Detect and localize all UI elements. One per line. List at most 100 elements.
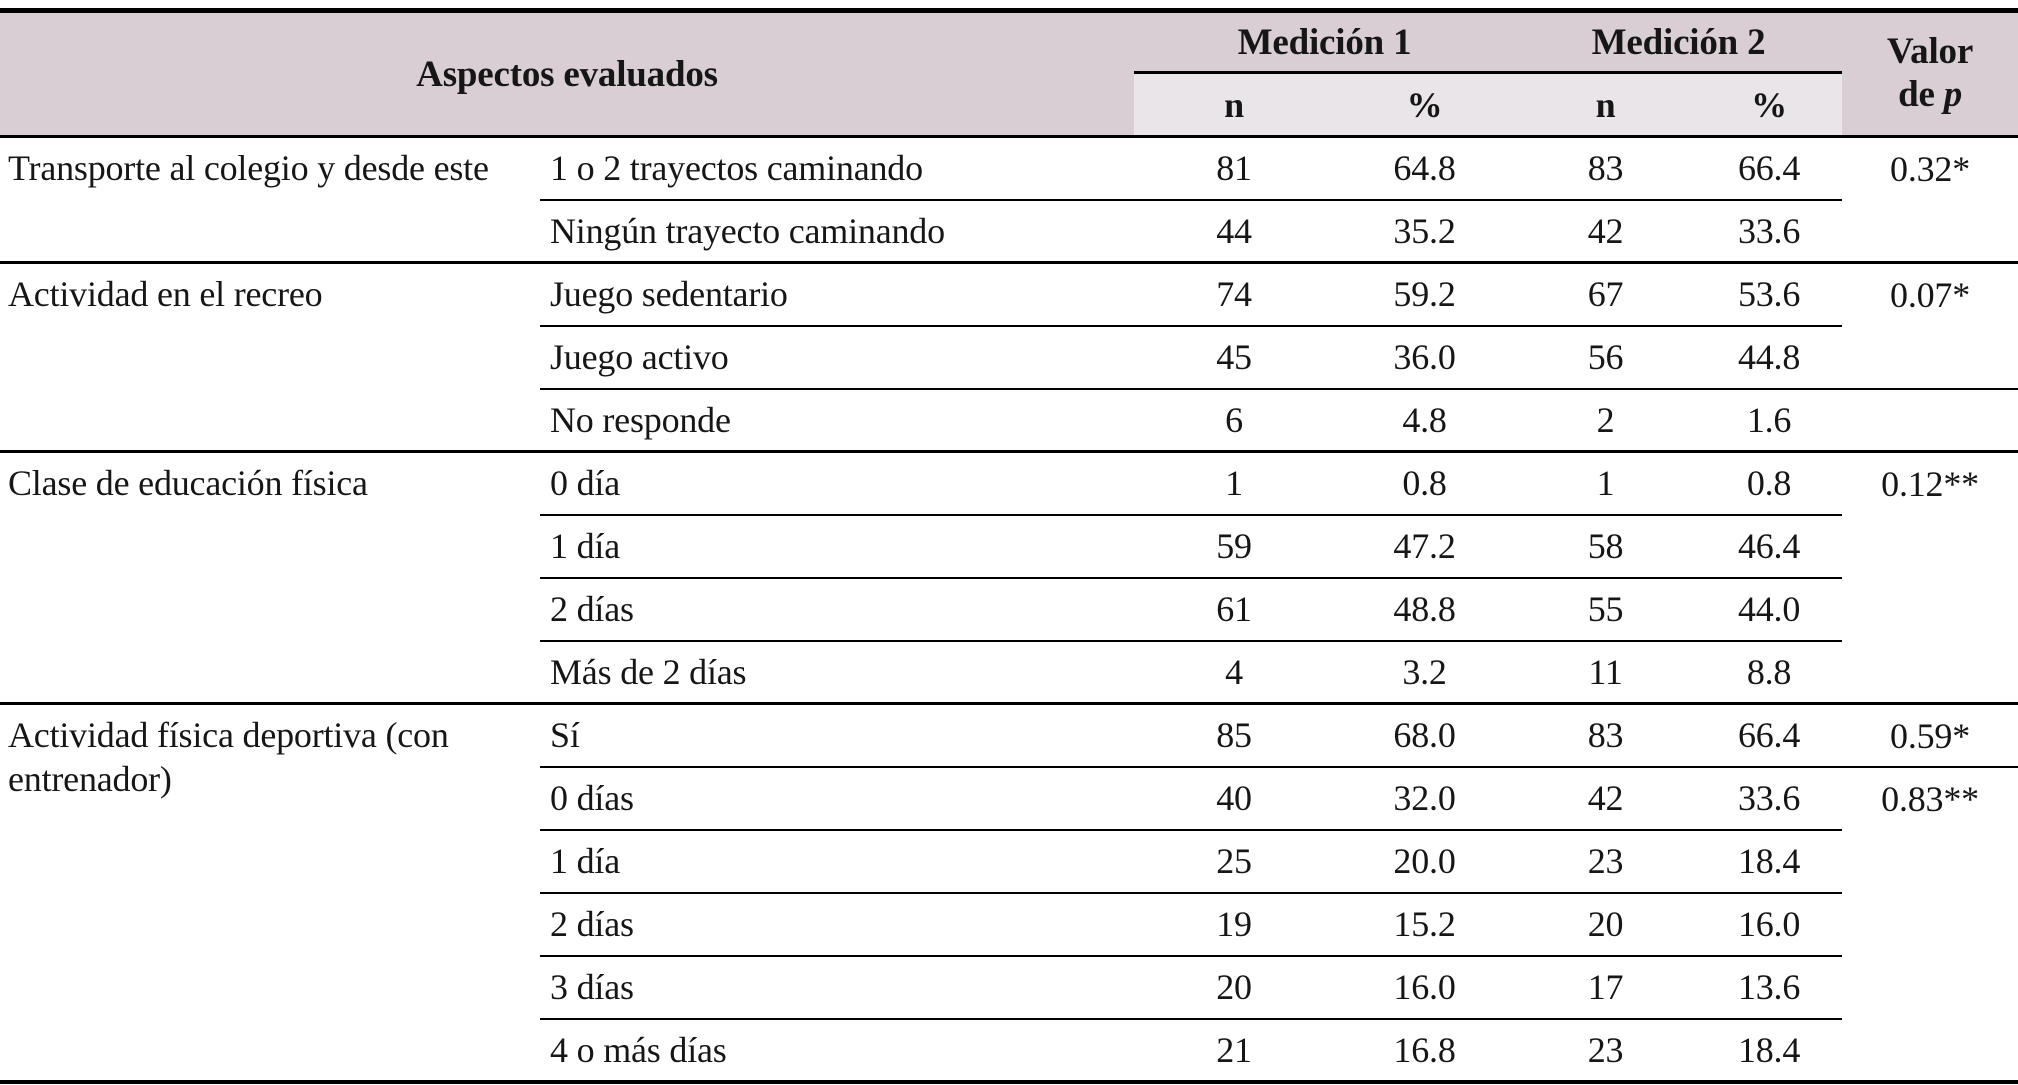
n-medicion1-cell: 61 — [1134, 577, 1335, 642]
pct-medicion2-cell: 16.0 — [1696, 892, 1843, 957]
results-table: Aspectos evaluados Medición 1 Medición 2… — [0, 8, 2018, 1084]
subheader-n-medicion1: n — [1134, 72, 1335, 138]
pct-medicion2-cell: 66.4 — [1696, 703, 1843, 768]
table-row: 1 día 59 47.2 58 46.4 — [0, 514, 2018, 579]
category-cell: Juego sedentario — [540, 262, 1135, 327]
column-header-medicion-1: Medición 1 — [1134, 10, 1516, 74]
n-medicion2-cell: 67 — [1515, 262, 1697, 327]
category-cell: Ningún trayecto caminando — [540, 199, 1135, 264]
n-medicion1-cell: 74 — [1134, 262, 1335, 327]
pct-medicion1-cell: 4.8 — [1334, 388, 1516, 453]
pct-medicion1-cell: 68.0 — [1334, 703, 1516, 768]
aspect-cell: Transporte al colegio y desde este — [0, 136, 540, 264]
category-cell: 1 día — [540, 829, 1135, 894]
table-row: 1 día 25 20.0 23 18.4 — [0, 829, 2018, 894]
n-medicion1-cell: 45 — [1134, 325, 1335, 390]
aspect-cell: Actividad física deportiva (con entrenad… — [0, 703, 540, 1084]
category-cell: Sí — [540, 703, 1135, 768]
pct-medicion2-cell: 8.8 — [1696, 640, 1843, 705]
table-header: Aspectos evaluados Medición 1 Medición 2… — [0, 10, 2018, 138]
pct-medicion1-cell: 16.0 — [1334, 955, 1516, 1020]
category-cell: Juego activo — [540, 325, 1135, 390]
n-medicion1-cell: 44 — [1134, 199, 1335, 264]
n-medicion2-cell: 83 — [1515, 136, 1697, 201]
pct-medicion2-cell: 33.6 — [1696, 199, 1843, 264]
header-row-groups: Aspectos evaluados Medición 1 Medición 2… — [0, 10, 2018, 138]
n-medicion1-cell: 81 — [1134, 136, 1335, 201]
n-medicion1-cell: 40 — [1134, 766, 1335, 831]
table-row: Más de 2 días 4 3.2 11 8.8 — [0, 640, 2018, 705]
pct-medicion2-cell: 0.8 — [1696, 451, 1843, 516]
category-cell: 1 o 2 trayectos caminando — [540, 136, 1135, 201]
pct-medicion1-cell: 48.8 — [1334, 577, 1516, 642]
pct-medicion1-cell: 15.2 — [1334, 892, 1516, 957]
pct-medicion2-cell: 44.8 — [1696, 325, 1843, 390]
n-medicion2-cell: 11 — [1515, 640, 1697, 705]
pct-medicion2-cell: 18.4 — [1696, 1018, 1843, 1084]
table-row: 4 o más días 21 16.8 23 18.4 — [0, 1018, 2018, 1084]
subheader-pct-medicion2: % — [1696, 72, 1843, 138]
n-medicion1-cell: 6 — [1134, 388, 1335, 453]
category-cell: 4 o más días — [540, 1018, 1135, 1084]
n-medicion2-cell: 17 — [1515, 955, 1697, 1020]
n-medicion1-cell: 21 — [1134, 1018, 1335, 1084]
category-cell: 2 días — [540, 577, 1135, 642]
p-value-cell: 0.59* — [1842, 703, 2018, 768]
category-cell: Más de 2 días — [540, 640, 1135, 705]
table-row: 0 días 40 32.0 42 33.6 0.83** — [0, 766, 2018, 1084]
pct-medicion1-cell: 0.8 — [1334, 451, 1516, 516]
column-header-valor-de-p: Valor de p — [1842, 10, 2018, 138]
table-row: Ningún trayecto caminando 44 35.2 42 33.… — [0, 199, 2018, 264]
n-medicion2-cell: 1 — [1515, 451, 1697, 516]
n-medicion1-cell: 85 — [1134, 703, 1335, 768]
n-medicion1-cell: 4 — [1134, 640, 1335, 705]
n-medicion2-cell: 58 — [1515, 514, 1697, 579]
n-medicion2-cell: 42 — [1515, 199, 1697, 264]
n-medicion2-cell: 42 — [1515, 766, 1697, 831]
aspect-cell: Clase de educación física — [0, 451, 540, 705]
category-cell: 2 días — [540, 892, 1135, 957]
p-symbol: p — [1943, 74, 1963, 115]
n-medicion1-cell: 20 — [1134, 955, 1335, 1020]
n-medicion1-cell: 59 — [1134, 514, 1335, 579]
n-medicion1-cell: 19 — [1134, 892, 1335, 957]
n-medicion2-cell: 56 — [1515, 325, 1697, 390]
pct-medicion2-cell: 53.6 — [1696, 262, 1843, 327]
category-cell: No responde — [540, 388, 1135, 453]
aspect-cell: Actividad en el recreo — [0, 262, 540, 453]
pct-medicion2-cell: 1.6 — [1696, 388, 1843, 453]
pct-medicion2-cell: 46.4 — [1696, 514, 1843, 579]
n-medicion2-cell: 55 — [1515, 577, 1697, 642]
header-row-sub: n % n % — [0, 72, 2018, 138]
pct-medicion2-cell: 33.6 — [1696, 766, 1843, 831]
n-medicion2-cell: 2 — [1515, 388, 1697, 453]
p-value-cell: 0.83** — [1842, 766, 2018, 1084]
pct-medicion1-cell: 35.2 — [1334, 199, 1516, 264]
pct-medicion1-cell: 16.8 — [1334, 1018, 1516, 1084]
n-medicion2-cell: 83 — [1515, 703, 1697, 768]
column-header-medicion-2: Medición 2 — [1515, 10, 1843, 74]
category-cell: 0 días — [540, 766, 1135, 831]
table-row: Actividad en el recreo Juego sedentario … — [0, 262, 2018, 453]
n-medicion1-cell: 25 — [1134, 829, 1335, 894]
pct-medicion1-cell: 20.0 — [1334, 829, 1516, 894]
table-row: Actividad física deportiva (con entrenad… — [0, 703, 2018, 1084]
table-row: No responde 6 4.8 2 1.6 — [0, 388, 2018, 453]
pct-medicion2-cell: 44.0 — [1696, 577, 1843, 642]
pct-medicion1-cell: 3.2 — [1334, 640, 1516, 705]
n-medicion2-cell: 20 — [1515, 892, 1697, 957]
p-value-cell-empty — [1842, 388, 2018, 453]
subheader-pct-medicion1: % — [1334, 72, 1516, 138]
pct-medicion1-cell: 36.0 — [1334, 325, 1516, 390]
n-medicion2-cell: 23 — [1515, 1018, 1697, 1084]
n-medicion2-cell: 23 — [1515, 829, 1697, 894]
table-row: 3 días 20 16.0 17 13.6 — [0, 955, 2018, 1020]
table-row: Juego activo 45 36.0 56 44.8 — [0, 325, 2018, 390]
table-row: 2 días 19 15.2 20 16.0 — [0, 892, 2018, 957]
pct-medicion2-cell: 66.4 — [1696, 136, 1843, 201]
p-value-cell: 0.12** — [1842, 451, 2018, 705]
table-row: Transporte al colegio y desde este 1 o 2… — [0, 136, 2018, 264]
subheader-n-medicion2: n — [1515, 72, 1697, 138]
table-row: 2 días 61 48.8 55 44.0 — [0, 577, 2018, 642]
